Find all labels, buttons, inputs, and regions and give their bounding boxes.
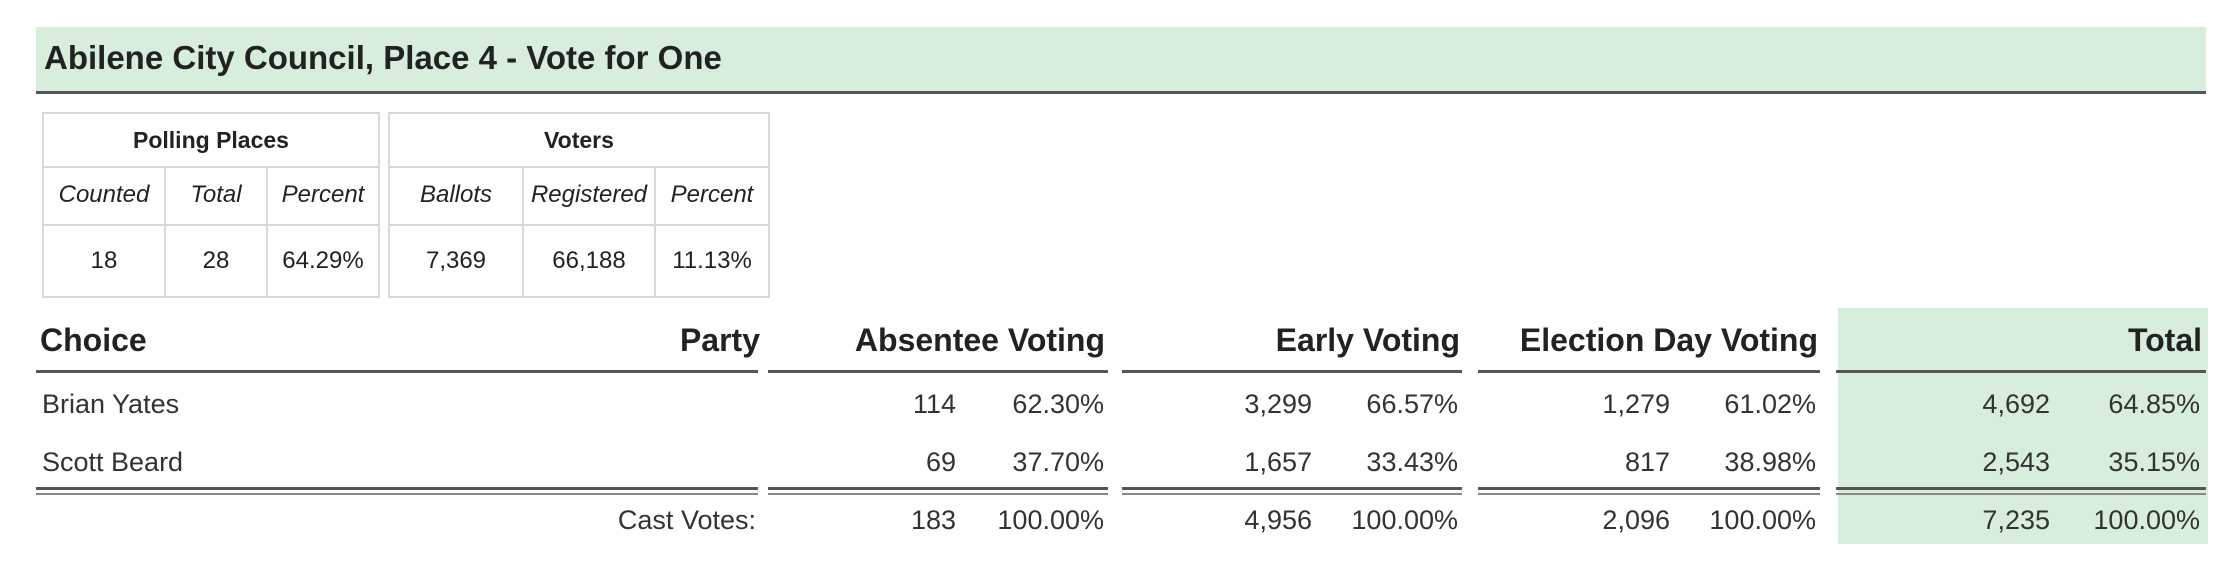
absentee-cast-rule <box>768 487 1108 490</box>
total-cast-rule <box>1836 487 2206 490</box>
table-row-early-votes: 3,299 <box>1244 389 1312 419</box>
contest-title-bar: Abilene City Council, Place 4 - Vote for… <box>36 27 2206 94</box>
table-row-early-votes: 1,657 <box>1244 447 1312 477</box>
absentee-cast-rule-2 <box>768 493 1108 495</box>
polling-total-value: 28 <box>202 247 230 274</box>
table-row-early-percent: 66.57% <box>1366 389 1458 419</box>
table-row-absentee-percent: 62.30% <box>1012 389 1104 419</box>
voters-percent-col: Percent 11.13% <box>656 166 768 296</box>
election-day-cast-rule-2 <box>1478 493 1820 495</box>
table-row-election-day-percent: 38.98% <box>1724 447 1816 477</box>
table-row-absentee-percent: 37.70% <box>1012 447 1104 477</box>
polling-places-box: Polling Places Counted 18 Total 28 Perce… <box>42 112 380 298</box>
total-header-rule <box>1836 370 2206 373</box>
absentee-header-rule <box>768 370 1108 373</box>
early-cast-rule <box>1122 487 1462 490</box>
table-row-choice: Brian Yates <box>42 389 180 419</box>
table-row-election-day-votes: 1,279 <box>1602 389 1670 419</box>
table-row-choice: Scott Beard <box>42 447 184 477</box>
polling-percent-value: 64.29% <box>282 247 364 274</box>
cast-absentee-votes: 183 <box>910 505 956 535</box>
table-row-early-percent: 33.43% <box>1366 447 1458 477</box>
polling-percent-header: Percent <box>268 166 378 226</box>
cast-absentee-percent: 100.00% <box>997 505 1104 535</box>
early-voting-header: Early Voting <box>1275 322 1460 358</box>
table-row-total-votes: 4,692 <box>1982 389 2050 419</box>
early-header-rule <box>1122 370 1462 373</box>
cast-votes-label: Cast Votes: <box>617 505 756 535</box>
table-row-election-day-percent: 61.02% <box>1724 389 1816 419</box>
polling-places-heading: Polling Places <box>44 114 378 168</box>
table-row-total-percent: 35.15% <box>2108 447 2200 477</box>
cast-early-percent: 100.00% <box>1351 505 1458 535</box>
voters-ballots-value: 7,369 <box>425 247 487 274</box>
table-row-absentee-votes: 114 <box>912 389 956 419</box>
polling-percent-col: Percent 64.29% <box>268 166 378 296</box>
election-day-cast-rule <box>1478 487 1820 490</box>
contest-title: Abilene City Council, Place 4 - Vote for… <box>44 39 722 76</box>
table-row-election-day-votes: 817 <box>1624 447 1670 477</box>
cast-total-votes: 7,235 <box>1982 505 2050 535</box>
voters-percent-header: Percent <box>656 166 768 226</box>
polling-counted-value: 18 <box>90 247 118 274</box>
total-column-highlight <box>1838 308 2208 544</box>
choice-header-rule <box>36 370 758 373</box>
voters-heading: Voters <box>390 114 768 168</box>
table-row-absentee-votes: 69 <box>925 447 956 477</box>
cast-early-votes: 4,956 <box>1244 505 1312 535</box>
choice-cast-rule <box>36 487 758 490</box>
polling-total-col: Total 28 <box>166 166 268 296</box>
choice-header: Choice <box>40 322 147 358</box>
voters-percent-value: 11.13% <box>672 247 752 274</box>
choice-cast-rule-2 <box>36 493 758 495</box>
election-day-header: Election Day Voting <box>1519 322 1818 358</box>
absentee-header: Absentee Voting <box>854 322 1105 358</box>
cast-election-day-percent: 100.00% <box>1709 505 1816 535</box>
voters-registered-value: 66,188 <box>552 247 626 274</box>
table-row-total-percent: 64.85% <box>2108 389 2200 419</box>
total-cast-rule-2 <box>1836 493 2206 495</box>
early-cast-rule-2 <box>1122 493 1462 495</box>
voters-ballots-header: Ballots <box>390 166 522 226</box>
voters-ballots-col: Ballots 7,369 <box>390 166 524 296</box>
table-row-total-votes: 2,543 <box>1982 447 2050 477</box>
party-header: Party <box>679 322 760 358</box>
total-header: Total <box>2127 322 2202 358</box>
polling-total-header: Total <box>166 166 266 226</box>
voters-registered-header: Registered <box>524 166 654 226</box>
cast-total-percent: 100.00% <box>2093 505 2200 535</box>
cast-election-day-votes: 2,096 <box>1602 505 1670 535</box>
polling-counted-col: Counted 18 <box>44 166 166 296</box>
voters-box: Voters Ballots 7,369 Registered 66,188 P… <box>388 112 770 298</box>
election-day-header-rule <box>1478 370 1820 373</box>
polling-counted-header: Counted <box>44 166 164 226</box>
voters-registered-col: Registered 66,188 <box>524 166 656 296</box>
